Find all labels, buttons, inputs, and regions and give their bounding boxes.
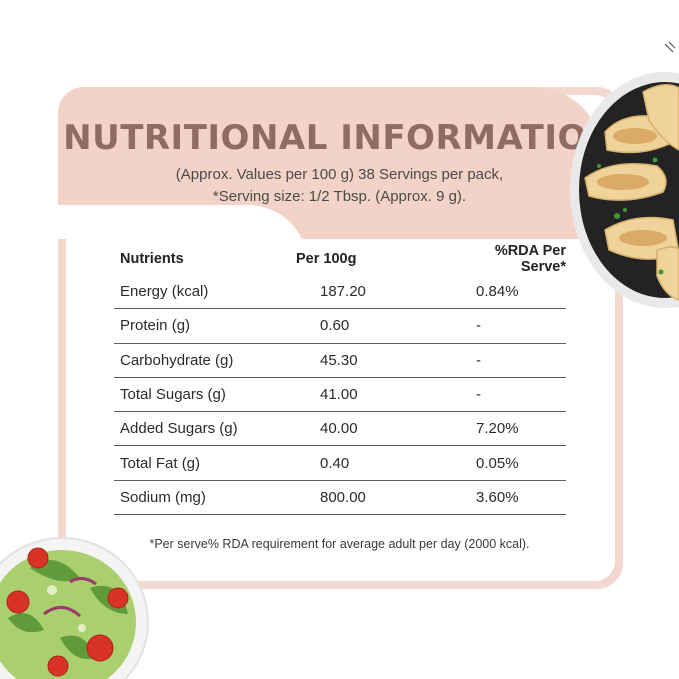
nutrient-name: Sodium (mg) [114,480,290,516]
table-row: Carbohydrate (g) 45.30 - [114,343,566,378]
subtitle-servings: (Approx. Values per 100 g) 38 Servings p… [175,166,504,183]
rda-value: 0.84% [444,275,566,310]
table-header-row: Nutrients Per 100g %RDA Per Serve* [114,243,566,275]
table-row: Total Fat (g) 0.40 0.05% [114,445,566,481]
rda-value: - [444,343,566,378]
per-100g-value: 0.40 [290,445,444,481]
table-row: Total Sugars (g) 41.00 - [114,377,566,413]
per-100g-value: 45.30 [290,343,444,378]
per-100g-value: 41.00 [290,377,444,413]
footnote: *Per serve% RDA requirement for average … [149,537,530,551]
nutrient-name: Carbohydrate (g) [114,343,290,378]
header-per-100g: Per 100g [296,251,357,267]
nutrient-name: Energy (kcal) [114,275,290,310]
per-100g-value: 800.00 [290,480,444,516]
subtitle-serving-size: *Serving size: 1/2 Tbsp. (Approx. 9 g). [212,188,467,205]
table-row: Protein (g) 0.60 - [114,308,566,344]
rda-value: 7.20% [444,411,566,447]
nutrition-table: Nutrients Per 100g %RDA Per Serve* Energ… [114,243,566,516]
header-background [58,87,603,239]
rda-value: 3.60% [444,480,566,516]
page-title: NUTRITIONAL INFORMATION [63,118,616,158]
table-row: Added Sugars (g) 40.00 7.20% [114,411,566,447]
per-100g-value: 0.60 [290,308,444,344]
table-row: Energy (kcal) 187.20 0.84% [114,275,566,310]
header-nutrients: Nutrients [120,251,184,267]
nutrient-name: Added Sugars (g) [114,411,290,447]
per-100g-value: 187.20 [290,275,444,310]
nutrient-name: Total Fat (g) [114,445,290,481]
salad-bowl-image [0,537,149,679]
nutrient-name: Protein (g) [114,308,290,344]
dumplings-plate-image [570,41,679,308]
per-100g-value: 40.00 [290,411,444,447]
header-rda: %RDA Per Serve* [494,243,566,275]
nutrient-name: Total Sugars (g) [114,377,290,413]
rda-value: - [444,377,566,413]
rda-value: 0.05% [444,445,566,481]
rda-value: - [444,308,566,344]
table-row: Sodium (mg) 800.00 3.60% [114,480,566,516]
